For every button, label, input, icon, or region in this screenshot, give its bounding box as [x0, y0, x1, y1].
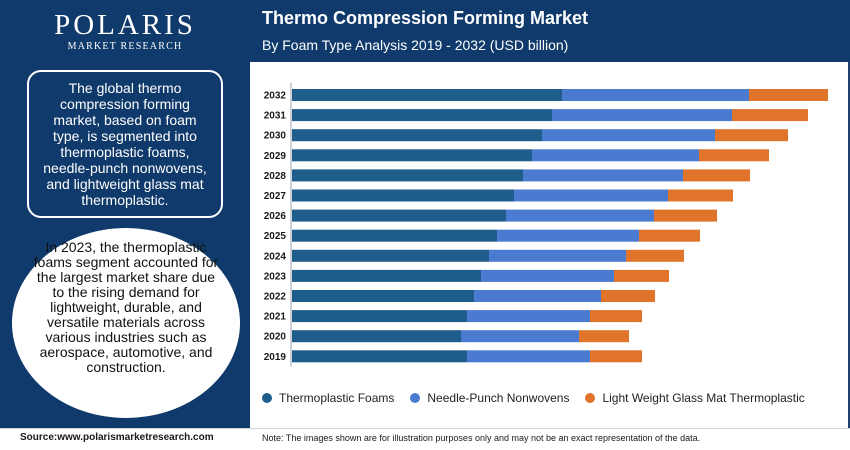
bar-2021-series-3 [590, 310, 642, 323]
logo: POLARIS MARKET RESEARCH [0, 0, 250, 62]
bar-2028-series-2 [523, 169, 683, 182]
page-subtitle: By Foam Type Analysis 2019 - 2032 (USD b… [262, 37, 569, 53]
bar-2022-series-3 [601, 290, 655, 302]
disclaimer-note: Note: The images shown are for illustrat… [262, 433, 701, 443]
legend-item-thermoplastic-foams: Thermoplastic Foams [262, 391, 394, 405]
y-tick-label: 2029 [264, 151, 287, 162]
bar-2031-series-3 [732, 109, 808, 122]
legend-marker [262, 393, 272, 403]
bar-2019-series-2 [467, 350, 590, 363]
bar-2021-series-1 [292, 310, 467, 323]
stacked-bar-chart: 2032 2031 2030 2029 2028 2027 2026 2025 2024 2023… [264, 83, 828, 367]
y-tick-label: 2032 [264, 91, 287, 102]
bar-2029-series-2 [532, 149, 699, 162]
bar-2027-series-3 [668, 189, 733, 202]
y-tick-label: 2020 [264, 332, 287, 343]
bar-2030-series-2 [542, 129, 715, 142]
bar-2020-series-2 [461, 330, 579, 343]
footer-bar [0, 428, 850, 450]
highlight-circle [12, 228, 240, 418]
bar-2022-series-1 [292, 290, 474, 302]
bar-2032-series-3 [749, 89, 828, 101]
y-tick-label: 2023 [264, 271, 287, 282]
bar-2032-series-1 [292, 89, 562, 101]
summary-box: The global thermo compression forming ma… [27, 70, 223, 218]
bar-2028-series-3 [683, 169, 750, 182]
page-title: Thermo Compression Forming Market [262, 8, 589, 28]
legend-item-needle-punch: Needle-Punch Nonwovens [410, 391, 569, 405]
y-tick-label: 2026 [264, 211, 287, 222]
bar-2023-series-1 [292, 269, 481, 282]
logo-subtitle: MARKET RESEARCH [67, 41, 183, 52]
y-tick-label: 2022 [264, 292, 287, 303]
summary-text: The global thermo compression forming ma… [43, 80, 207, 208]
bar-2032-series-2 [562, 89, 749, 101]
bar-2019-series-1 [292, 350, 467, 363]
bar-2030-series-3 [715, 129, 788, 142]
legend-label: Needle-Punch Nonwovens [427, 391, 570, 405]
bar-2029-series-1 [292, 149, 532, 162]
y-tick-label: 2030 [264, 131, 287, 142]
logo-name: POLARIS [54, 9, 196, 41]
bar-2026-series-3 [654, 209, 717, 222]
legend-item-glass-mat: Light Weight Glass Mat Thermoplastic [585, 391, 805, 405]
legend-marker [410, 393, 421, 403]
y-tick-label: 2028 [264, 171, 287, 182]
bar-2023-series-2 [481, 269, 614, 282]
source-text: Source:www.polarismarketresearch.com [20, 432, 214, 443]
bar-2025-series-1 [292, 229, 497, 242]
y-tick-label: 2025 [264, 231, 287, 242]
highlight-text: In 2023, the thermoplastic foams segment… [33, 239, 219, 375]
bar-2019-series-3 [590, 350, 642, 363]
bar-2024-series-2 [489, 249, 626, 262]
y-tick-label: 2031 [264, 111, 287, 122]
bar-2028-series-1 [292, 169, 523, 182]
bar-2027-series-1 [292, 189, 514, 202]
bar-2027-series-2 [514, 189, 668, 202]
bar-2029-series-3 [699, 149, 769, 162]
bar-2021-series-2 [467, 310, 590, 323]
bar-2026-series-2 [506, 209, 654, 222]
chart-legend: Thermoplastic Foams Needle-Punch Nonwove… [262, 390, 842, 406]
y-tick-label: 2027 [264, 191, 287, 202]
bar-2022-series-2 [474, 290, 601, 302]
bar-2030-series-1 [292, 129, 542, 142]
header-banner [0, 0, 850, 62]
y-tick-label: 2024 [264, 251, 287, 262]
y-tick-label: 2019 [264, 352, 287, 363]
bar-2026-series-1 [292, 209, 506, 222]
bar-2023-series-3 [614, 269, 669, 282]
bar-2025-series-3 [639, 229, 700, 242]
legend-label: Light Weight Glass Mat Thermoplastic [602, 391, 805, 405]
legend-marker [585, 393, 596, 403]
bar-2031-series-2 [552, 109, 732, 122]
legend-label: Thermoplastic Foams [279, 391, 395, 405]
bar-2020-series-3 [579, 330, 629, 343]
bar-2024-series-1 [292, 249, 489, 262]
bar-2031-series-1 [292, 109, 552, 122]
y-tick-label: 2021 [264, 312, 287, 323]
bar-2020-series-1 [292, 330, 461, 343]
bar-2025-series-2 [497, 229, 639, 242]
bar-2024-series-3 [626, 249, 684, 262]
